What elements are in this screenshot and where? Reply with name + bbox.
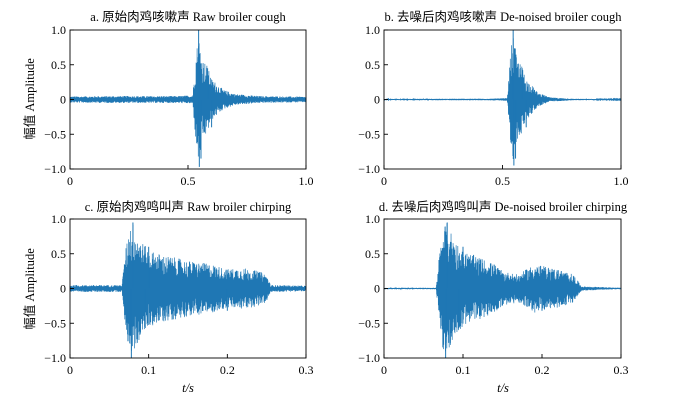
panel-d-waveform — [383, 222, 622, 358]
panel-b-ytick-label: −1.0 — [358, 162, 380, 176]
panel-b-ytick-label: −0.5 — [358, 127, 380, 141]
panel-a: a. 原始肉鸡咳嗽声 Raw broiler cough 幅值 Amplitud… — [22, 9, 314, 188]
panel-b-xtick-label: 1.0 — [614, 174, 629, 188]
panel-d-ytick-label: −0.5 — [358, 316, 380, 330]
panel-b-ytick-label: 1.0 — [365, 23, 380, 37]
panel-a-title: a. 原始肉鸡咳嗽声 Raw broiler cough — [90, 9, 286, 24]
panel-a-xtick-label: 0 — [67, 174, 73, 188]
panel-b-ticks: 0 0.5 1.0 1.0 0.5 0 −0.5 −1.0 — [358, 23, 628, 188]
panel-d-ticks: 0 0.1 0.2 0.3 1.0 0.5 0 −0.5 −1.0 — [358, 212, 628, 377]
panel-a-ytick-label: −1.0 — [44, 162, 66, 176]
panel-d-xtick-label: 0.2 — [535, 363, 550, 377]
panel-b-waveform — [383, 30, 622, 166]
panel-d-title: d. 去噪后肉鸡鸣叫声 De-noised broiler chirping — [379, 199, 628, 214]
panel-c-xtick-label: 0 — [67, 363, 73, 377]
panel-a-ylabel: 幅值 Amplitude — [22, 58, 37, 140]
panel-b-xtick-label: 0.5 — [495, 174, 510, 188]
panel-b-ytick-label: 0 — [374, 93, 380, 107]
panel-a-ticks: 0 0.5 1.0 1.0 0.5 0 −0.5 −1.0 — [44, 23, 313, 188]
panel-a-ytick-label: 0.5 — [51, 58, 66, 72]
panel-d-series-line — [383, 223, 622, 352]
x-axis-label-left: t/s — [182, 381, 194, 395]
panel-c-ylabel: 幅值 Amplitude — [22, 248, 37, 330]
panel-c-ytick-label: 1.0 — [51, 212, 66, 226]
panel-d-ytick-label: 1.0 — [365, 212, 380, 226]
panel-c-ytick-label: 0.5 — [51, 247, 66, 261]
panel-d-ytick-label: 0.5 — [365, 247, 380, 261]
panel-c-ticks: 0 0.1 0.2 0.3 1.0 0.5 0 −0.5 −1.0 — [44, 212, 313, 377]
panel-d-xtick-label: 0.3 — [614, 363, 629, 377]
panel-a-ytick-label: 0 — [60, 93, 66, 107]
panel-b-frame — [383, 29, 622, 170]
panel-c-ytick-label: −1.0 — [44, 351, 66, 365]
panel-c-series-line — [69, 224, 307, 351]
panel-a-frame — [69, 29, 307, 170]
panel-d-xtick-label: 0.1 — [456, 363, 471, 377]
x-axis-label-right: t/s — [497, 381, 509, 395]
panel-c-ytick-label: −0.5 — [44, 316, 66, 330]
panel-c-title: c. 原始肉鸡鸣叫声 Raw broiler chirping — [85, 199, 292, 214]
panel-a-xtick-label: 0.5 — [181, 174, 196, 188]
panel-b-title: b. 去噪后肉鸡咳嗽声 De-noised broiler cough — [384, 9, 622, 24]
panel-d-frame — [383, 218, 622, 359]
panel-a-series-line — [69, 43, 307, 157]
panel-d-ytick-label: −1.0 — [358, 351, 380, 365]
panel-b-ytick-label: 0.5 — [365, 58, 380, 72]
panel-a-ytick-label: −0.5 — [44, 127, 66, 141]
panel-c-xtick-label: 0.3 — [299, 363, 314, 377]
panel-c-ytick-label: 0 — [60, 282, 66, 296]
panel-b: b. 去噪后肉鸡咳嗽声 De-noised broiler cough 0 0.5… — [358, 9, 628, 188]
panel-d-xtick-label: 0 — [381, 363, 387, 377]
panel-c-xtick-label: 0.2 — [220, 363, 235, 377]
panel-c-xtick-label: 0.1 — [141, 363, 156, 377]
panel-c: c. 原始肉鸡鸣叫声 Raw broiler chirping 幅值 Ampli… — [22, 199, 314, 377]
panel-a-ytick-label: 1.0 — [51, 23, 66, 37]
panel-d: d. 去噪后肉鸡鸣叫声 De-noised broiler chirping 0… — [358, 199, 628, 377]
panel-b-series-line — [383, 38, 622, 159]
panel-c-frame — [69, 218, 307, 359]
panel-b-xtick-label: 0 — [381, 174, 387, 188]
panel-c-waveform — [69, 222, 307, 358]
panel-d-ytick-label: 0 — [374, 282, 380, 296]
panel-a-xtick-label: 1.0 — [299, 174, 314, 188]
panel-a-waveform — [69, 30, 307, 167]
